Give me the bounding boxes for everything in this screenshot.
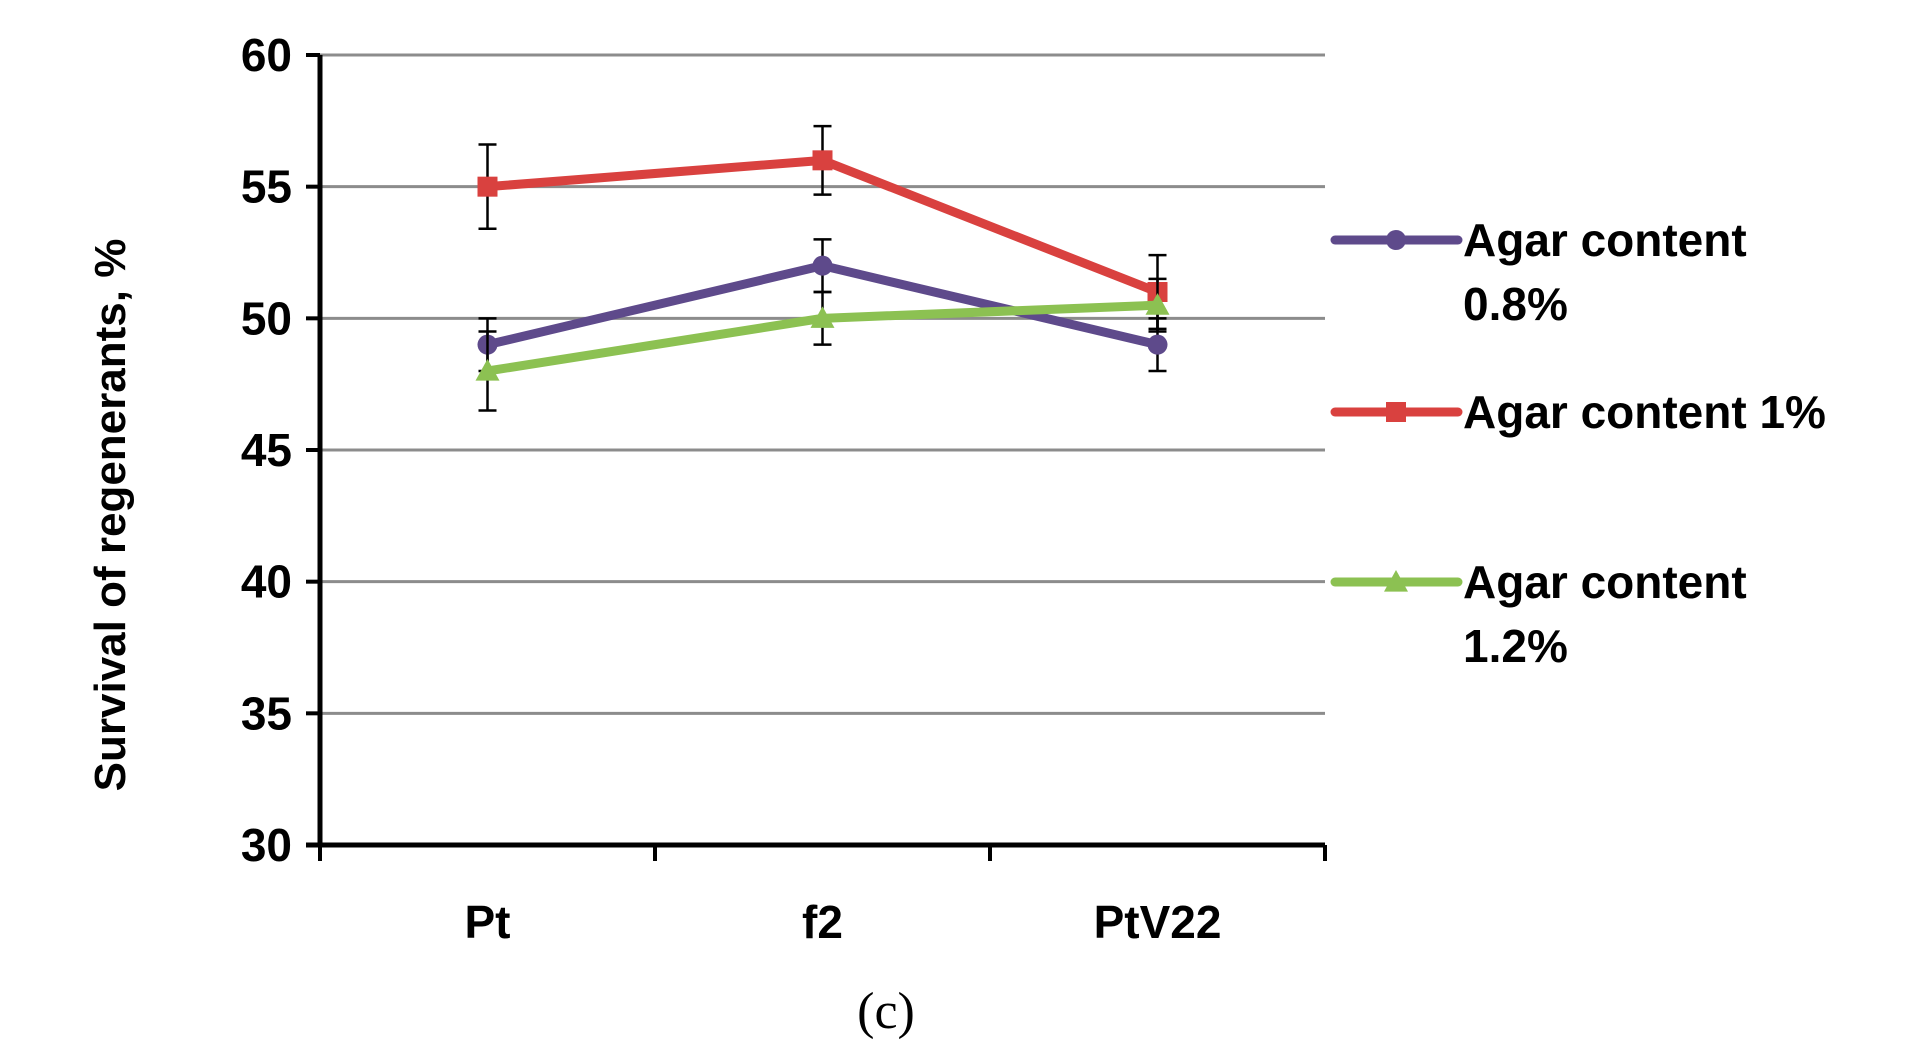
y-axis-label: Survival of regenerants, % — [86, 239, 135, 792]
y-tick-label: 35 — [241, 687, 292, 739]
data-point — [1145, 293, 1170, 315]
series — [475, 124, 1170, 412]
legend-item-1[interactable]: Agar content 0.8% — [1330, 214, 1747, 330]
x-tick-labels: Pt f2 PtV22 — [465, 896, 1222, 948]
legend-label: Agar content — [1463, 556, 1747, 608]
data-point — [812, 150, 833, 171]
legend-label: Agar content — [1463, 214, 1747, 266]
legend-label: 0.8% — [1463, 278, 1568, 330]
x-tick-label: f2 — [802, 896, 843, 948]
legend-label: Agar content 1% — [1463, 386, 1826, 438]
y-tick-label: 30 — [241, 819, 292, 871]
x-tick-label: PtV22 — [1094, 896, 1222, 948]
series-3 — [475, 277, 1170, 412]
data-point — [477, 176, 498, 197]
legend-item-2[interactable]: Agar content 1% — [1330, 386, 1826, 438]
legend-swatch-marker — [1386, 402, 1406, 422]
data-point — [812, 255, 833, 276]
y-tick-label: 40 — [241, 556, 292, 608]
legend-label: 1.2% — [1463, 620, 1568, 672]
y-tick-label: 60 — [241, 29, 292, 81]
y-tick-label: 45 — [241, 424, 292, 476]
data-point — [475, 359, 500, 381]
y-tick-label: 50 — [241, 292, 292, 344]
legend-swatch-marker — [1386, 230, 1406, 250]
axes — [306, 53, 1327, 861]
data-point — [1147, 334, 1168, 355]
x-tick-label: Pt — [465, 896, 511, 948]
legend[interactable]: Agar content 0.8% Agar content 1% Agar cont… — [1330, 214, 1826, 672]
y-tick-labels: 30 35 40 45 50 55 60 — [241, 29, 292, 871]
legend-item-3[interactable]: Agar content 1.2% — [1330, 556, 1747, 672]
data-point — [810, 306, 835, 328]
legend-swatch-marker — [1384, 570, 1408, 592]
y-tick-label: 55 — [241, 161, 292, 213]
figure-caption: (c) — [857, 983, 915, 1040]
